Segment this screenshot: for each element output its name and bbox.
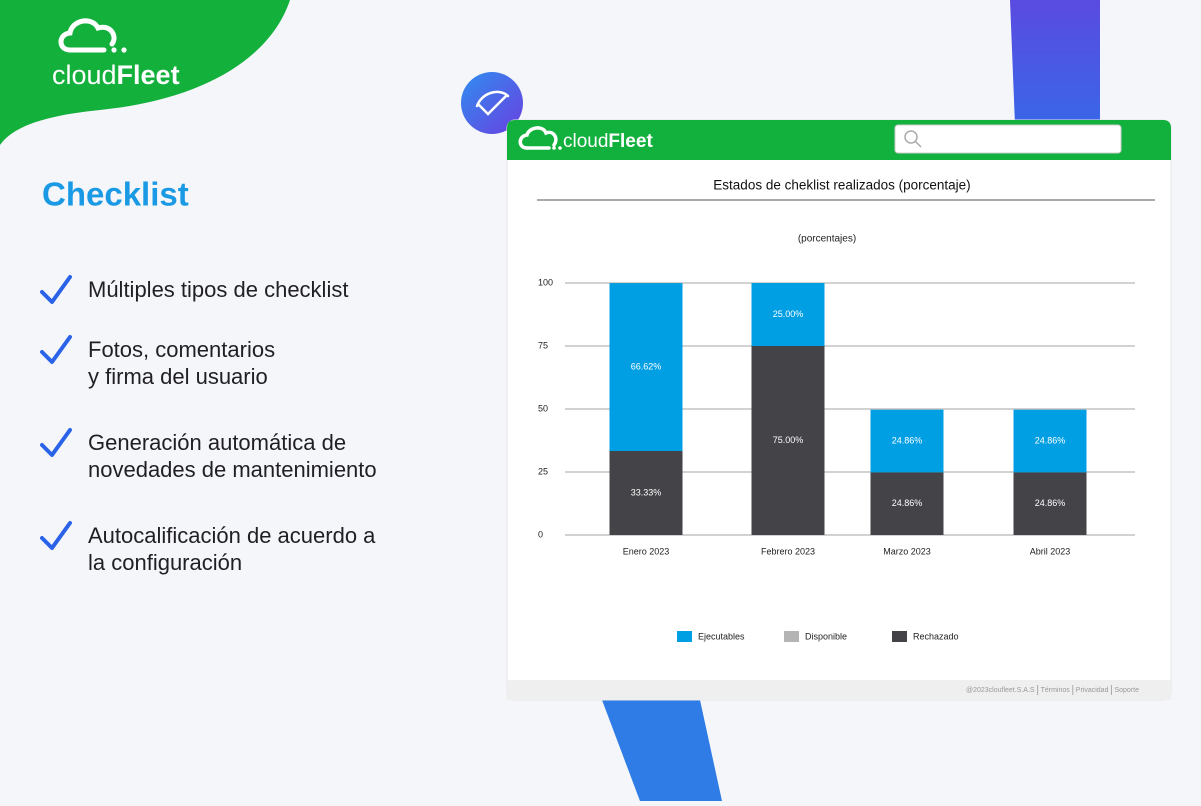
bar-segment (609, 283, 683, 452)
bar-segment (751, 283, 825, 346)
search-icon (904, 130, 918, 144)
logo-bold: Fleet (117, 60, 180, 90)
search-icon (914, 140, 922, 148)
check-icon (40, 428, 72, 457)
legend-label: Ejecutables (698, 631, 745, 641)
bar-segment (751, 346, 825, 535)
check-icon (40, 275, 72, 304)
y-tick-label: 50 (538, 403, 548, 413)
data-label: 25.00% (773, 309, 804, 319)
footer-link[interactable]: Privacidad (1076, 687, 1109, 694)
legend-label: Disponible (805, 631, 847, 641)
chart: 0 25 50 75 100 Enero 2023 33.33% 66.62% Febrero … (538, 277, 1135, 642)
feature-text: novedades de mantenimiento (88, 457, 377, 482)
y-tick-label: 0 (538, 529, 543, 539)
y-tick-label: 100 (538, 277, 553, 287)
feature-text: Autocalificación de acuerdo a (88, 523, 376, 548)
search-box[interactable] (894, 124, 1122, 154)
logo-icon (111, 47, 117, 53)
x-tick-label: Enero 2023 (623, 546, 670, 556)
bar-segment (609, 451, 683, 535)
chart-title: Estados de cheklist realizados (porcenta… (713, 178, 970, 193)
legend-label: Rechazado (913, 631, 959, 641)
footer-link[interactable]: Soporte (1114, 687, 1139, 694)
data-label: 33.33% (631, 487, 662, 497)
data-label: 24.86% (892, 498, 923, 508)
legend-swatch (784, 631, 799, 642)
x-tick-label: Marzo 2023 (883, 546, 931, 556)
data-label: 24.86% (892, 435, 923, 445)
data-label: 75.00% (773, 435, 804, 445)
ribbon (602, 700, 722, 801)
footer-links: Soporte Privacidad Términos @2023cloufleet.… (966, 685, 1139, 695)
x-tick-label: Abril 2023 (1030, 546, 1071, 556)
badge-icon (461, 72, 523, 134)
feature-text: y firma del usuario (88, 364, 268, 389)
bar-segment (870, 409, 944, 473)
app-logo-light: cloud (563, 131, 608, 152)
data-label: 66.62% (631, 361, 662, 371)
app-logo-icon (552, 146, 556, 150)
bar-segment (870, 472, 944, 535)
logo-icon (58, 18, 117, 53)
legend-swatch (677, 631, 692, 642)
x-tick-label: Febrero 2023 (761, 546, 815, 556)
badge-icon (475, 90, 510, 116)
footer-link[interactable]: Términos (1041, 687, 1071, 694)
footer-link: @2023cloufleet.S.A.S (966, 687, 1035, 694)
logo-text: cloudFleet (52, 60, 180, 90)
logo-blob (0, 0, 290, 145)
bar-segment (1013, 472, 1087, 535)
feature-text: Múltiples tipos de checklist (88, 277, 348, 302)
app-logo-icon (518, 126, 558, 150)
y-tick-label: 25 (538, 466, 548, 476)
data-label: 24.86% (1035, 498, 1066, 508)
legend-swatch (892, 631, 907, 642)
logo-icon (121, 47, 127, 53)
heading: Checklist (42, 176, 189, 213)
feature-list: Múltiples tipos de checklist Fotos, comen… (40, 275, 377, 575)
ribbon (1010, 0, 1100, 125)
check-icon (40, 335, 72, 364)
app-logo-bold: Fleet (608, 131, 653, 152)
y-tick-label: 75 (538, 340, 548, 350)
app-footer (507, 680, 1171, 700)
app-logo-icon (558, 146, 562, 150)
feature-text: Fotos, comentarios (88, 337, 275, 362)
logo-light: cloud (52, 60, 117, 90)
app-logo-text: cloudFleet (563, 131, 653, 152)
chart-subtitle: (porcentajes) (798, 234, 856, 245)
check-icon (40, 521, 72, 550)
feature-text: Generación automática de (88, 430, 346, 455)
bar-segment (1013, 409, 1087, 473)
data-label: 24.86% (1035, 435, 1066, 445)
feature-text: la configuración (88, 550, 242, 575)
